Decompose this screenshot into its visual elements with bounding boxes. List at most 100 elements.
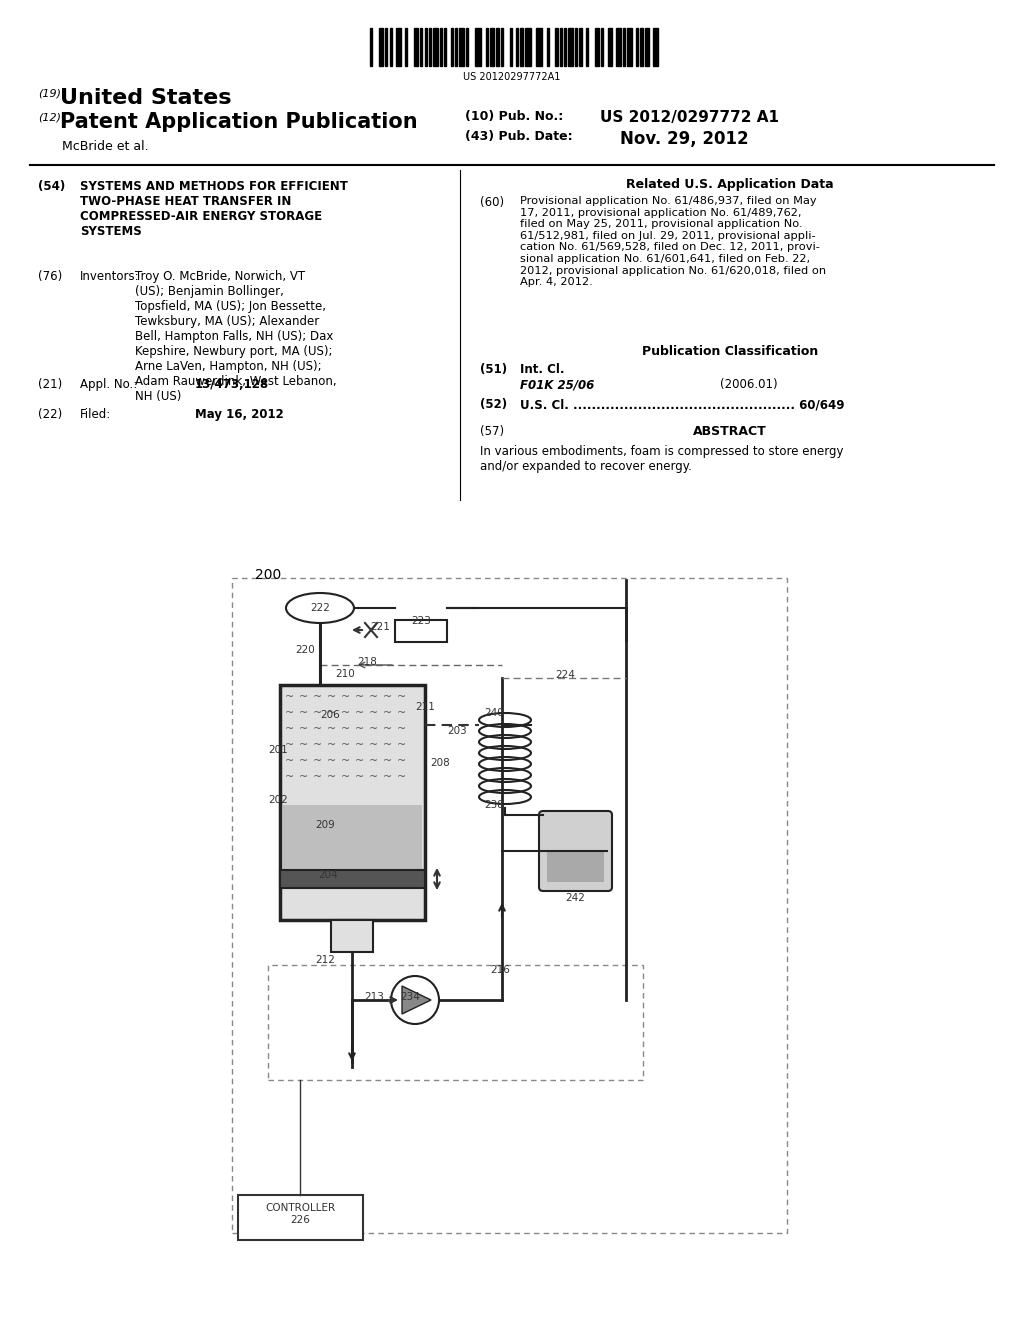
Polygon shape <box>402 986 431 1014</box>
Text: 204: 204 <box>318 870 338 880</box>
Bar <box>501 28 503 66</box>
Text: ~: ~ <box>397 692 407 702</box>
Bar <box>489 28 495 66</box>
Text: 212: 212 <box>315 954 335 965</box>
Text: (57): (57) <box>480 425 504 438</box>
Text: ~: ~ <box>299 756 308 766</box>
Bar <box>574 28 578 66</box>
Text: ~: ~ <box>299 708 308 718</box>
Text: ~: ~ <box>355 723 365 734</box>
Text: (43) Pub. Date:: (43) Pub. Date: <box>465 129 572 143</box>
Text: ~: ~ <box>383 723 392 734</box>
Text: (21): (21) <box>38 378 62 391</box>
Text: 206: 206 <box>319 710 340 719</box>
Bar <box>455 28 458 66</box>
Text: ~: ~ <box>355 692 365 702</box>
Bar <box>232 578 787 1233</box>
Text: ~: ~ <box>328 708 337 718</box>
Text: 209: 209 <box>315 820 335 830</box>
Bar <box>616 28 621 66</box>
Bar <box>568 28 572 66</box>
Bar <box>466 28 468 66</box>
Text: ~: ~ <box>383 756 392 766</box>
Text: May 16, 2012: May 16, 2012 <box>195 408 284 421</box>
Text: ~: ~ <box>370 741 379 750</box>
Text: ~: ~ <box>383 741 392 750</box>
Text: ~: ~ <box>370 756 379 766</box>
Text: 221: 221 <box>370 622 390 632</box>
Text: 223: 223 <box>411 616 431 626</box>
Bar <box>396 28 400 66</box>
Bar <box>560 28 562 66</box>
Text: U.S. Cl. ................................................ 60/649: U.S. Cl. ...............................… <box>520 399 845 411</box>
Text: ~: ~ <box>383 772 392 781</box>
Bar <box>379 28 383 66</box>
Bar <box>395 620 447 642</box>
Text: Patent Application Publication: Patent Application Publication <box>60 112 418 132</box>
Text: ~: ~ <box>355 708 365 718</box>
Text: ~: ~ <box>313 723 323 734</box>
Text: 213: 213 <box>364 993 384 1002</box>
Text: ~: ~ <box>313 692 323 702</box>
Text: 242: 242 <box>565 894 585 903</box>
Text: ~: ~ <box>299 692 308 702</box>
Text: ~: ~ <box>313 756 323 766</box>
Bar <box>628 28 632 66</box>
Bar <box>280 685 425 920</box>
Text: ~: ~ <box>355 741 365 750</box>
Text: ~: ~ <box>341 756 350 766</box>
Text: ABSTRACT: ABSTRACT <box>693 425 767 438</box>
Text: McBride et al.: McBride et al. <box>62 140 148 153</box>
Text: 240: 240 <box>484 708 504 718</box>
Text: (76): (76) <box>38 271 62 282</box>
Text: ~: ~ <box>328 772 337 781</box>
Text: ~: ~ <box>355 772 365 781</box>
Text: 211: 211 <box>415 702 435 711</box>
Bar <box>268 965 643 1080</box>
Text: (51): (51) <box>480 363 507 376</box>
Text: 208: 208 <box>430 758 450 768</box>
Text: ~: ~ <box>286 741 295 750</box>
Bar <box>640 28 642 66</box>
Text: CONTROLLER
226: CONTROLLER 226 <box>265 1203 335 1225</box>
Text: 202: 202 <box>268 795 288 805</box>
Bar <box>475 28 481 66</box>
Text: Inventors:: Inventors: <box>80 271 139 282</box>
Ellipse shape <box>286 593 354 623</box>
Text: F01K 25/06: F01K 25/06 <box>520 378 594 391</box>
Bar <box>331 920 373 952</box>
Text: United States: United States <box>60 88 231 108</box>
Text: ~: ~ <box>313 708 323 718</box>
Text: Int. Cl.: Int. Cl. <box>520 363 564 376</box>
Text: Filed:: Filed: <box>80 408 112 421</box>
Bar <box>385 28 387 66</box>
Text: ~: ~ <box>370 723 379 734</box>
Bar <box>404 28 408 66</box>
Text: Troy O. McBride, Norwich, VT
(US); Benjamin Bollinger,
Topsfield, MA (US); Jon B: Troy O. McBride, Norwich, VT (US); Benja… <box>135 271 337 403</box>
Text: Nov. 29, 2012: Nov. 29, 2012 <box>620 129 749 148</box>
Text: ~: ~ <box>313 741 323 750</box>
Text: Related U.S. Application Data: Related U.S. Application Data <box>627 178 834 191</box>
Bar <box>497 28 499 66</box>
Text: (12): (12) <box>38 112 61 121</box>
Text: ~: ~ <box>341 723 350 734</box>
Bar <box>645 28 649 66</box>
Bar <box>607 28 612 66</box>
Bar <box>414 28 418 66</box>
Text: Appl. No.:: Appl. No.: <box>80 378 137 391</box>
Text: ~: ~ <box>355 756 365 766</box>
Bar <box>420 28 422 66</box>
Text: ~: ~ <box>286 772 295 781</box>
Text: ~: ~ <box>397 756 407 766</box>
Text: 200: 200 <box>255 568 282 582</box>
Text: (2006.01): (2006.01) <box>720 378 777 391</box>
Text: (19): (19) <box>38 88 61 98</box>
Bar <box>520 28 522 66</box>
Text: (60): (60) <box>480 195 504 209</box>
Bar <box>425 28 427 66</box>
Text: US 20120297772A1: US 20120297772A1 <box>463 73 561 82</box>
Bar <box>283 805 422 870</box>
Bar <box>555 28 557 66</box>
Text: 238: 238 <box>484 800 504 810</box>
Bar <box>516 28 518 66</box>
